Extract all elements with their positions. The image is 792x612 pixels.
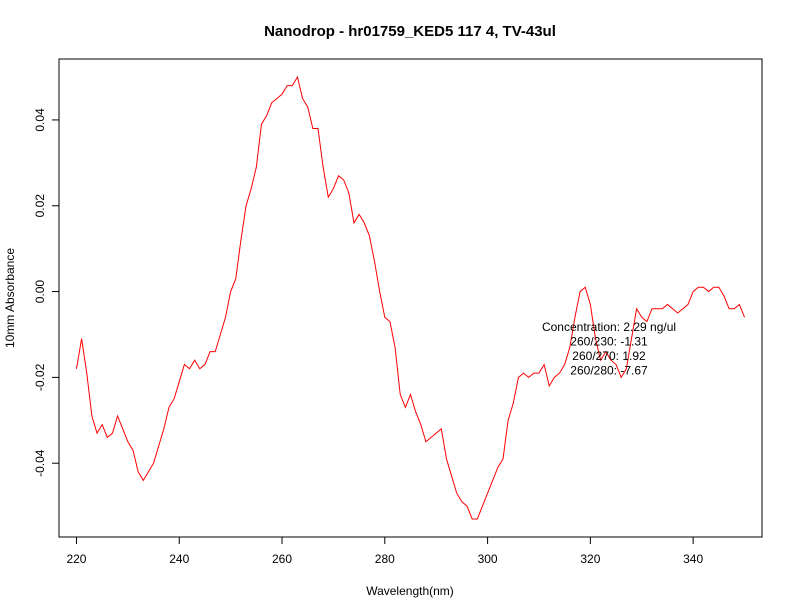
x-axis-label: Wavelength(nm)	[366, 584, 454, 598]
annotation-line: 260/270: 1.92	[572, 349, 646, 363]
x-tick-label: 240	[169, 552, 189, 566]
series-layer	[75, 75, 745, 520]
y-tick-label: -0.04	[33, 449, 47, 477]
y-axis: -0.04 -0.02 0.00 0.02 0.04	[33, 108, 60, 477]
y-tick-label: 0.00	[33, 280, 47, 304]
x-tick-label: 260	[272, 552, 292, 566]
x-tick-label: 340	[683, 552, 703, 566]
y-tick-label: 0.02	[33, 194, 47, 218]
x-tick-label: 280	[375, 552, 395, 566]
x-axis: 220 240 260 280 300 320 340	[66, 536, 703, 566]
chart-title: Nanodrop - hr01759_KED5 117 4, TV-43ul	[264, 23, 556, 40]
x-tick-label: 320	[580, 552, 600, 566]
absorbance-series-line	[75, 75, 745, 520]
annotation-line: 260/280: -7.67	[570, 364, 648, 378]
x-tick-label: 220	[66, 552, 86, 566]
plot-frame	[58, 58, 763, 538]
y-tick-label: 0.04	[33, 108, 47, 132]
x-tick-label: 300	[478, 552, 498, 566]
y-tick-label: -0.02	[33, 363, 47, 391]
y-axis-label: 10mm Absorbance	[3, 248, 17, 348]
annotation-line: Concentration: 2.29 ng/ul	[542, 320, 676, 334]
annotation-line: 260/230: -1.31	[570, 335, 648, 349]
